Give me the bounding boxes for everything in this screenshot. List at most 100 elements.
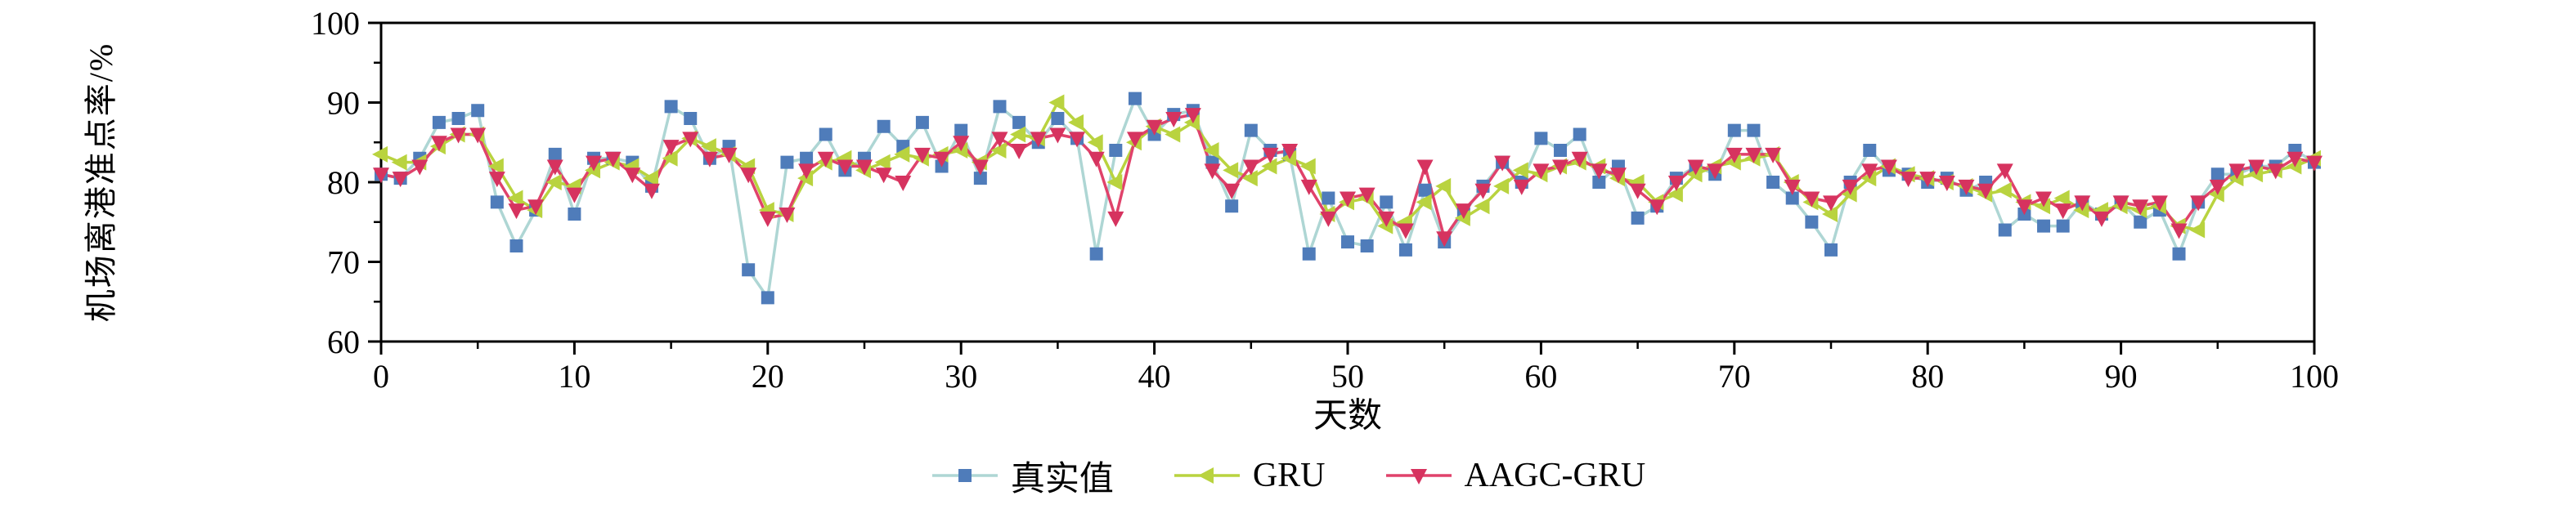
marker-triangle-down — [1281, 144, 1299, 159]
marker-triangle-down — [643, 183, 660, 199]
marker-triangle-down — [1474, 183, 1492, 199]
marker-triangle-down — [1126, 132, 1143, 148]
marker-triangle-down — [1609, 167, 1627, 184]
marker-square — [490, 195, 504, 209]
marker-triangle-down — [604, 151, 622, 167]
marker-triangle-down — [1184, 108, 1201, 124]
marker-square — [1089, 247, 1103, 261]
marker-square — [761, 291, 774, 305]
marker-square — [1302, 247, 1316, 261]
marker-triangle-down — [1726, 147, 1743, 163]
marker-triangle-down — [1842, 179, 1859, 195]
marker-triangle-down — [1880, 159, 1897, 176]
marker-triangle-down — [1416, 159, 1434, 176]
marker-triangle-down — [2248, 159, 2265, 176]
marker-triangle-down — [837, 159, 854, 176]
y-tick-label: 70 — [327, 244, 360, 281]
marker-square — [973, 172, 987, 185]
marker-triangle-left — [1995, 181, 2012, 199]
x-tick-label: 90 — [2105, 358, 2138, 395]
marker-square — [509, 239, 523, 252]
marker-triangle-down — [1823, 195, 1839, 212]
marker-triangle-down — [1340, 191, 1356, 208]
plot-frame — [379, 21, 2316, 343]
marker-triangle-down — [1397, 223, 1414, 239]
marker-triangle-left — [1261, 158, 1277, 175]
x-tick-label: 70 — [1718, 358, 1751, 395]
marker-square — [1322, 191, 1335, 205]
legend-label-gru: GRU — [1252, 457, 1326, 494]
x-tick-label: 60 — [1524, 358, 1557, 395]
marker-triangle-down — [2054, 203, 2071, 220]
marker-triangle-down — [1320, 211, 1337, 227]
legend-label-aagc-gru: AAGC-GRU — [1464, 457, 1646, 494]
marker-triangle-left — [507, 190, 523, 207]
marker-square — [1573, 127, 1586, 141]
marker-square — [915, 115, 929, 129]
x-tick-label: 0 — [373, 358, 389, 395]
marker-triangle-left — [642, 170, 658, 187]
y-axis-title: 机场离港准点率/% — [83, 42, 119, 323]
marker-triangle-left — [1512, 162, 1528, 179]
marker-triangle-down — [953, 136, 970, 152]
legend-marker-aagc-gru — [1385, 469, 1452, 485]
marker-triangle-down — [2093, 211, 2110, 227]
x-tick-label: 80 — [1911, 358, 1944, 395]
marker-triangle-down — [586, 155, 603, 172]
x-tick-label: 10 — [558, 358, 590, 395]
marker-triangle-left — [1106, 174, 1123, 190]
marker-square — [1380, 195, 1393, 209]
marker-triangle-down — [1900, 172, 1917, 188]
marker-triangle-down — [2074, 195, 2091, 212]
marker-square — [1128, 92, 1142, 105]
x-tick-label: 20 — [752, 358, 784, 395]
marker-square — [958, 469, 972, 482]
marker-triangle-left — [1068, 114, 1084, 131]
marker-triangle-left — [1416, 194, 1432, 211]
marker-square — [877, 119, 891, 133]
marker-square — [954, 123, 968, 137]
marker-square — [432, 115, 446, 129]
marker-triangle-down — [1861, 163, 1878, 180]
marker-square — [1554, 144, 1568, 157]
marker-triangle-down — [508, 203, 525, 220]
marker-square — [1747, 123, 1761, 137]
x-tick-label: 50 — [1331, 358, 1364, 395]
y-tick-label: 60 — [327, 324, 360, 360]
y-tick-label: 80 — [327, 164, 360, 201]
marker-triangle-down — [740, 167, 757, 184]
marker-triangle-down — [1455, 203, 1472, 220]
marker-triangle-down — [1513, 179, 1530, 195]
marker-triangle-left — [545, 174, 562, 190]
marker-triangle-left — [1197, 467, 1214, 484]
marker-square — [1109, 144, 1123, 157]
marker-triangle-down — [682, 132, 699, 148]
marker-triangle-down — [1784, 179, 1801, 195]
x-tick-label: 40 — [1138, 358, 1171, 395]
marker-square — [1785, 191, 1799, 205]
marker-triangle-down — [2132, 199, 2149, 216]
marker-triangle-down — [1938, 176, 1955, 191]
marker-triangle-left — [1165, 126, 1181, 143]
legend-item-aagc-gru: AAGC-GRU — [1384, 456, 1646, 495]
marker-triangle-down — [546, 159, 563, 176]
marker-triangle-down — [2209, 179, 2226, 195]
marker-square — [684, 112, 698, 125]
marker-triangle-down — [469, 127, 487, 144]
marker-square — [1051, 112, 1065, 125]
marker-triangle-down — [373, 167, 389, 184]
marker-square — [993, 100, 1007, 114]
marker-triangle-down — [2112, 195, 2129, 212]
marker-triangle-left — [487, 158, 504, 175]
marker-triangle-down — [1765, 147, 1782, 163]
marker-triangle-down — [527, 199, 545, 216]
legend-marker-true-value — [931, 469, 998, 482]
marker-triangle-down — [720, 147, 738, 163]
marker-triangle-down — [1494, 155, 1511, 172]
marker-triangle-down — [1165, 112, 1183, 127]
marker-triangle-down — [1204, 163, 1221, 180]
marker-triangle-down — [392, 172, 409, 188]
marker-triangle-left — [1241, 170, 1258, 187]
marker-triangle-down — [895, 176, 912, 191]
